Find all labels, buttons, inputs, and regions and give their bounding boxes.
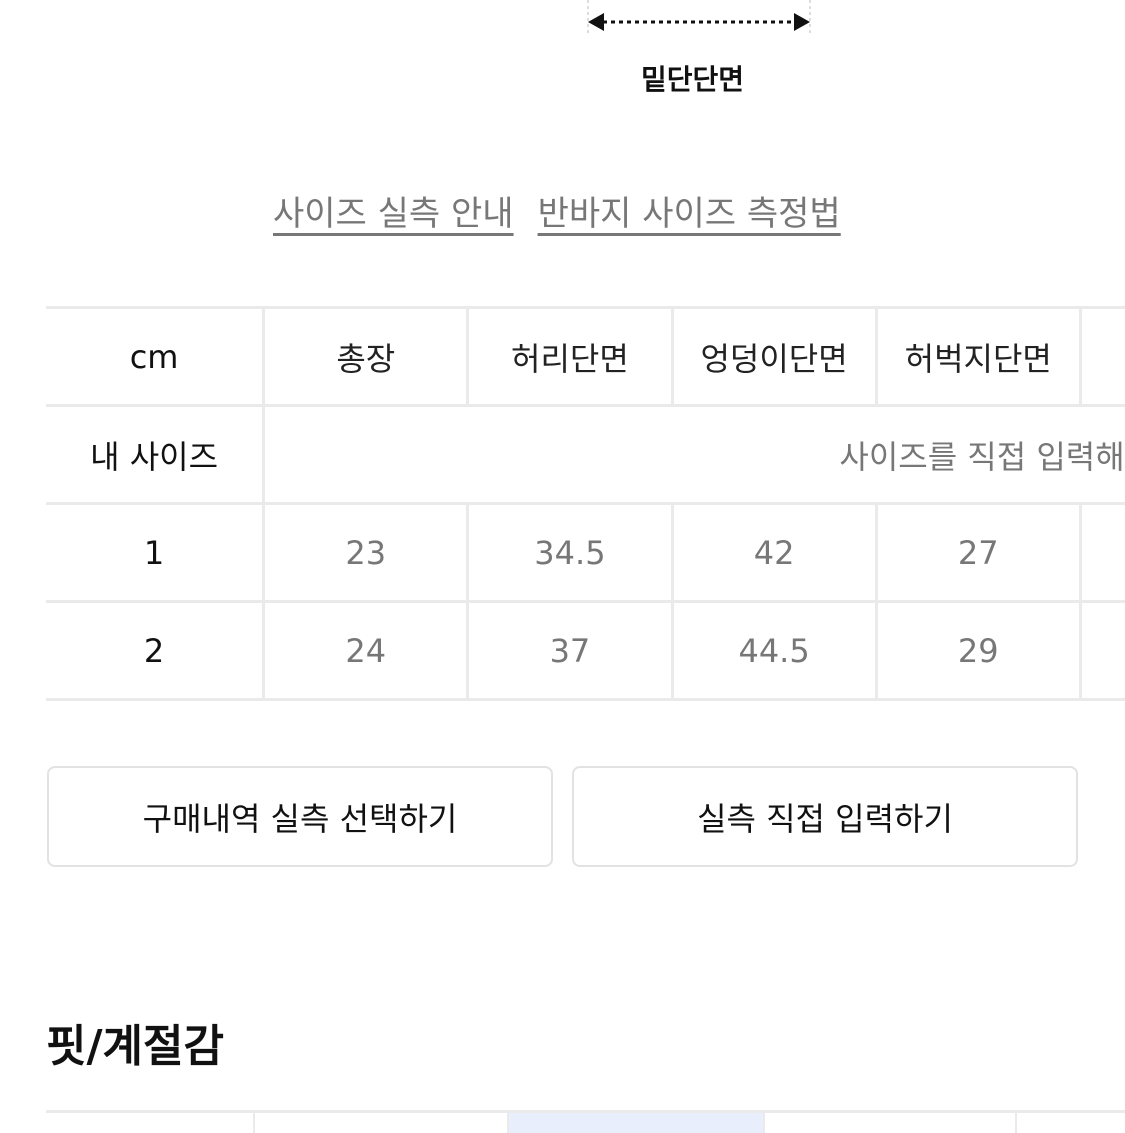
value-cell: 2: [1080, 601, 1125, 701]
manual-size-input-button[interactable]: 실측 직접 입력하기: [572, 766, 1078, 867]
value-cell: 27: [876, 503, 1082, 603]
value-cell: 29: [876, 601, 1082, 701]
fit-option[interactable]: [46, 1113, 255, 1133]
fit-option[interactable]: [765, 1113, 1017, 1133]
fit-option[interactable]: [1017, 1113, 1125, 1133]
value-cell: 23: [263, 503, 470, 603]
fit-option-row: [46, 1110, 1125, 1133]
header-cell: 허리단면: [467, 306, 674, 407]
diagram-label: 밑단단면: [640, 63, 745, 96]
size-table: cm 총장 허리단면 엉덩이단면 허벅지단면 밑단단면 내 사이즈 사이즈를 직…: [46, 306, 1125, 701]
header-cell: 밑단단면: [1080, 306, 1125, 407]
value-cell: 19: [1080, 503, 1125, 603]
table-header-row: cm 총장 허리단면 엉덩이단면 허벅지단면 밑단단면: [46, 306, 1125, 407]
value-cell: 37: [467, 601, 674, 701]
value-cell: 42: [672, 503, 878, 603]
select-purchase-size-button[interactable]: 구매내역 실측 선택하기: [47, 766, 553, 867]
unit-cell: cm: [46, 306, 266, 407]
fit-option-selected[interactable]: [509, 1113, 765, 1133]
value-cell: 24: [263, 601, 470, 701]
my-size-label: 내 사이즈: [46, 405, 266, 505]
size-cell: 2: [46, 601, 266, 701]
size-guide-link[interactable]: 사이즈 실측 안내: [273, 194, 514, 234]
header-cell: 허벅지단면: [876, 306, 1082, 407]
my-size-row[interactable]: 내 사이즈 사이즈를 직접 입력해주세요: [46, 405, 1125, 505]
fit-option[interactable]: [255, 1113, 509, 1133]
value-cell: 44.5: [672, 601, 878, 701]
table-row: 2 24 37 44.5 29 2: [46, 601, 1125, 701]
size-cell: 1: [46, 503, 266, 603]
section-title: 핏/계절감: [46, 1021, 224, 1072]
value-cell: 34.5: [467, 503, 674, 603]
table-row: 1 23 34.5 42 27 19: [46, 503, 1125, 603]
size-guide-links: 사이즈 실측 안내 반바지 사이즈 측정법: [273, 186, 841, 235]
header-cell: 엉덩이단면: [672, 306, 878, 407]
header-cell: 총장: [263, 306, 470, 407]
measurement-arrow-icon: [587, 0, 811, 34]
measure-method-link[interactable]: 반바지 사이즈 측정법: [537, 194, 841, 234]
my-size-input[interactable]: 사이즈를 직접 입력해주세요: [263, 405, 1125, 505]
